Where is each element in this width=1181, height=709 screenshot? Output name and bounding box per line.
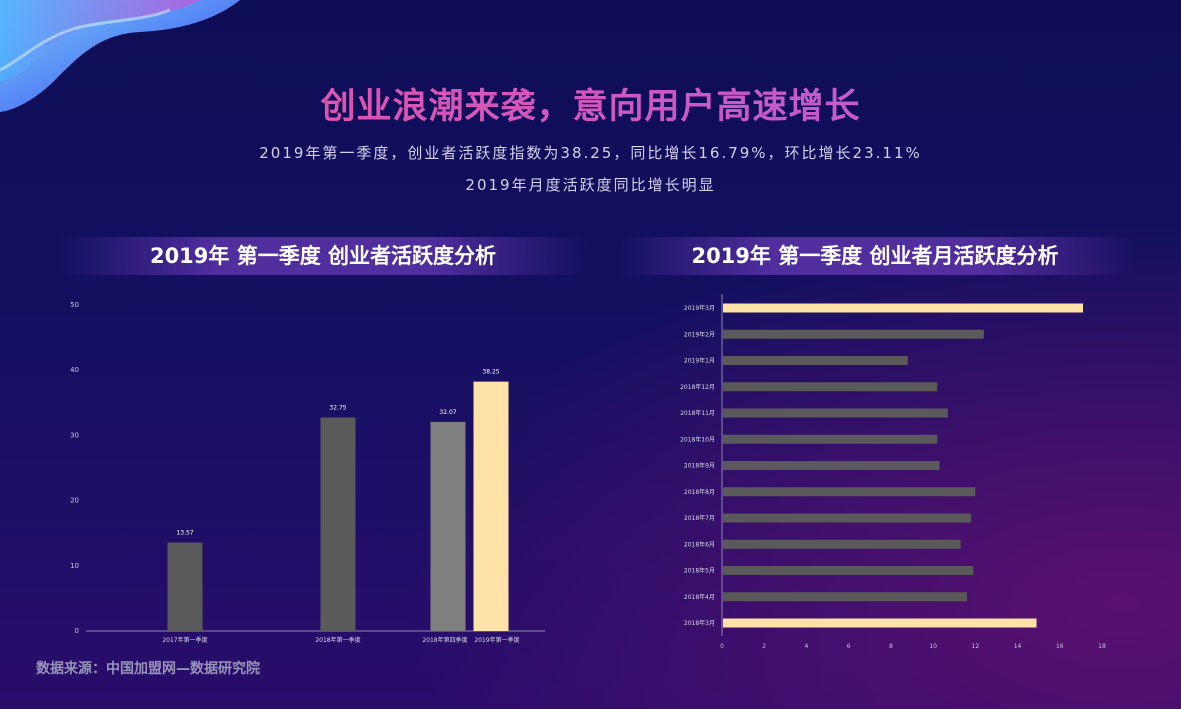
bar xyxy=(167,542,203,631)
left-chart-title: 2019年 第一季度 创业者活跃度分析 xyxy=(58,237,588,275)
bar xyxy=(473,381,509,631)
bar xyxy=(723,566,974,575)
x-tick-label: 0 xyxy=(720,643,724,650)
x-tick-label: 18 xyxy=(1098,643,1106,650)
x-tick-label: 2019年第一季度 xyxy=(474,636,519,644)
y-tick-label: 40 xyxy=(70,366,79,374)
y-tick-label: 2018年3月 xyxy=(684,619,715,627)
x-tick-label: 8 xyxy=(889,643,893,650)
subtitle-line-2: 2019年月度活跃度同比增长明显 xyxy=(465,176,716,194)
y-tick-label: 2018年11月 xyxy=(680,409,715,417)
bar xyxy=(723,487,976,497)
y-tick-label: 2018年7月 xyxy=(684,514,715,522)
bar-value-label: 32.75 xyxy=(329,404,346,411)
y-tick-label: 50 xyxy=(70,301,79,309)
y-tick-label: 2018年12月 xyxy=(680,383,715,391)
right-chart-title: 2019年 第一季度 创业者月活跃度分析 xyxy=(615,237,1135,275)
x-tick-label: 10 xyxy=(929,643,937,650)
y-tick-label: 0 xyxy=(75,627,79,635)
bar xyxy=(723,461,940,470)
data-source-note: 数据来源：中国加盟网—数据研究院 xyxy=(36,661,260,677)
bar xyxy=(723,356,908,365)
x-tick-label: 12 xyxy=(972,643,980,650)
subtitle-line-1: 2019年第一季度，创业者活跃度指数为38.25，同比增长16.79%，环比增长… xyxy=(259,144,922,162)
y-tick-label: 10 xyxy=(70,562,79,570)
y-tick-label: 2018年5月 xyxy=(684,567,715,575)
x-tick-label: 4 xyxy=(805,643,809,650)
x-tick-label: 14 xyxy=(1014,643,1022,650)
x-tick-label: 2018年第一季度 xyxy=(315,636,360,644)
bar xyxy=(723,303,1083,313)
x-tick-label: 2017年第一季度 xyxy=(162,636,207,644)
bar-value-label: 38.25 xyxy=(482,369,499,376)
x-tick-label: 16 xyxy=(1056,643,1064,650)
x-tick-label: 2 xyxy=(762,643,766,650)
bar xyxy=(430,421,466,631)
bar xyxy=(723,513,972,523)
y-tick-label: 2019年1月 xyxy=(684,357,715,365)
y-tick-label: 30 xyxy=(70,431,79,439)
decorative-wave-graphic xyxy=(0,0,240,112)
y-tick-label: 2018年4月 xyxy=(684,593,715,601)
bar xyxy=(320,417,356,631)
bar xyxy=(723,539,961,549)
y-tick-label: 2018年6月 xyxy=(684,540,715,548)
bar-value-label: 32.07 xyxy=(439,409,456,416)
y-tick-label: 2018年10月 xyxy=(680,435,715,443)
bar xyxy=(723,618,1037,628)
bar xyxy=(723,434,938,444)
x-tick-label: 6 xyxy=(847,643,851,650)
bar xyxy=(723,329,984,339)
y-tick-label: 2018年8月 xyxy=(684,488,715,496)
bar xyxy=(723,592,967,602)
x-tick-label: 2018年第四季度 xyxy=(422,636,467,644)
y-tick-label: 2019年2月 xyxy=(684,330,715,338)
bar-value-label: 13.57 xyxy=(176,530,193,537)
bar xyxy=(723,408,948,418)
y-tick-label: 2018年9月 xyxy=(684,462,715,470)
page-title: 创业浪潮来袭，意向用户高速增长 xyxy=(0,78,1181,129)
y-tick-label: 2019年3月 xyxy=(684,304,715,312)
y-tick-label: 20 xyxy=(70,497,79,505)
bar xyxy=(723,382,938,392)
